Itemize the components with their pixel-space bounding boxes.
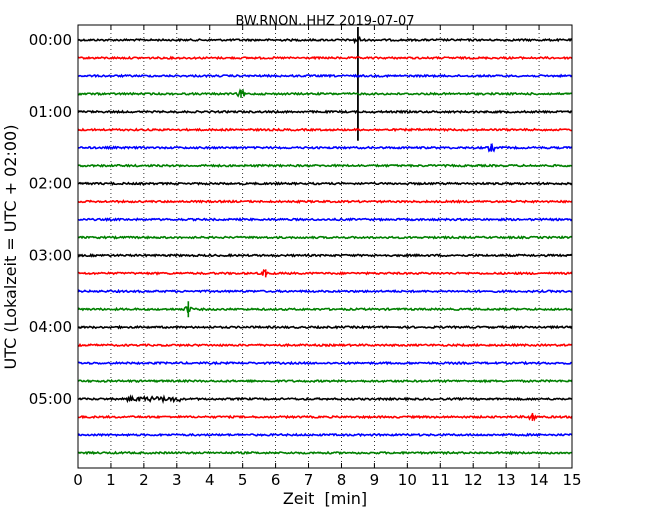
seismic-trace [77,127,573,133]
grid-lines [110,25,540,468]
seismic-trace [77,55,573,61]
seismic-trace [77,88,573,98]
seismic-trace [77,432,573,438]
y-tick-label: 00:00 [29,31,72,49]
seismic-trace [77,252,573,258]
x-tick-label: 10 [398,471,417,489]
seismic-trace [77,235,573,240]
seismic-trace [77,360,573,366]
x-tick-label: 1 [106,471,116,489]
x-axis-ticks: 0 1 2 3 4 5 6 7 8 9 10 11 12 13 14 15 [73,25,582,489]
x-tick-label: 7 [304,471,314,489]
chart-title: BW.RNON..HHZ 2019-07-07 [235,14,414,29]
y-tick-label: 03:00 [29,246,72,264]
y-tick-label: 02:00 [29,175,72,193]
seismic-trace [77,35,573,45]
x-tick-label: 9 [370,471,380,489]
y-tick-label: 04:00 [29,318,72,336]
seismic-trace [77,413,573,422]
x-axis-label: Zeit [min] [283,489,367,508]
x-tick-label: 13 [497,471,516,489]
x-tick-label: 6 [271,471,281,489]
x-tick-label: 11 [431,471,450,489]
x-tick-label: 2 [139,471,149,489]
seismic-trace [77,73,573,79]
seismic-trace [77,288,573,294]
x-tick-label: 5 [238,471,248,489]
seismic-trace [77,199,573,204]
plot-frame [77,24,573,469]
x-tick-label: 12 [464,471,483,489]
seismic-trace [77,450,573,456]
seismic-trace [77,109,573,115]
x-tick-label: 15 [562,471,581,489]
seismic-trace [77,342,573,348]
seismic-trace [77,181,573,187]
y-tick-label: 05:00 [29,390,72,408]
seismic-trace [77,394,573,405]
y-tick-label: 01:00 [29,103,72,121]
x-tick-label: 0 [73,471,83,489]
seismic-trace [77,163,573,169]
seismic-trace [77,306,573,313]
seismic-trace [77,378,573,384]
seismic-trace [77,268,573,276]
x-tick-label: 8 [337,471,347,489]
seismic-traces [77,27,573,456]
seismic-trace [77,142,573,153]
y-axis-label: UTC (Lokalzeit = UTC + 02:00) [1,125,20,370]
x-tick-label: 4 [205,471,215,489]
seismic-trace [77,324,573,330]
x-tick-label: 3 [172,471,182,489]
y-axis-ticks: 00:00 01:00 02:00 03:00 04:00 05:00 [29,31,572,408]
seismic-trace [77,217,573,222]
x-tick-label: 14 [530,471,549,489]
